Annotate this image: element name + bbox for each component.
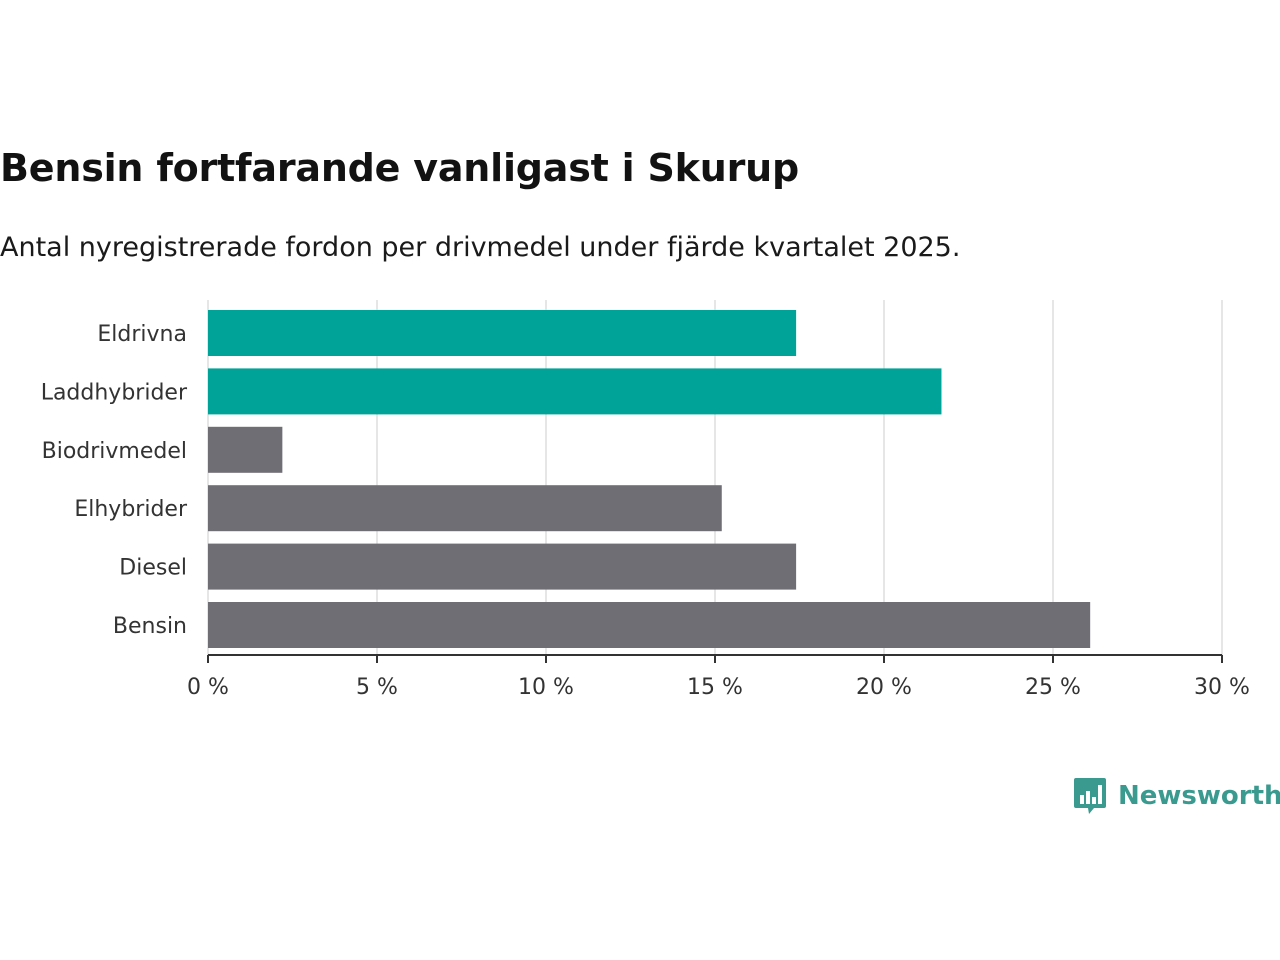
bar-biodrivmedel — [208, 426, 283, 473]
category-label: Laddhybrider — [41, 380, 188, 405]
category-label: Biodrivmedel — [42, 439, 187, 464]
category-label: Eldrivna — [97, 322, 187, 347]
category-labels: Eldrivna Laddhybrider Biodrivmedel Elhybrid… — [41, 322, 188, 639]
x-tick-label: 0 % — [187, 675, 229, 700]
x-tick-label: 20 % — [856, 675, 912, 700]
bar-elhybrider — [208, 485, 722, 532]
newsworthy-logo: Newsworthy — [1072, 776, 1280, 816]
chart-title: Bensin fortfarande vanligast i Skurup — [0, 146, 799, 190]
bar-eldrivna — [208, 310, 797, 356]
x-tick-label: 5 % — [356, 675, 398, 700]
gridlines — [207, 300, 1223, 655]
chart-subtitle: Antal nyregistrerade fordon per drivmede… — [0, 232, 961, 263]
category-label: Diesel — [119, 556, 187, 581]
x-tick-label: 10 % — [518, 675, 574, 700]
x-tick-label: 30 % — [1194, 675, 1250, 700]
category-label: Bensin — [113, 614, 187, 639]
logo-text: Newsworthy — [1118, 781, 1280, 811]
bar-diesel — [208, 543, 797, 590]
bar-bensin — [208, 602, 1091, 648]
category-label: Elhybrider — [74, 497, 188, 522]
bars — [208, 310, 1091, 648]
x-tick-label: 15 % — [687, 675, 743, 700]
x-axis: 0 % 5 % 10 % 15 % 20 % 25 % 30 % — [187, 654, 1250, 700]
x-tick-label: 25 % — [1025, 675, 1081, 700]
bar-laddhybrider — [208, 368, 942, 415]
bar-chart-speech-bubble-icon — [1074, 778, 1106, 814]
